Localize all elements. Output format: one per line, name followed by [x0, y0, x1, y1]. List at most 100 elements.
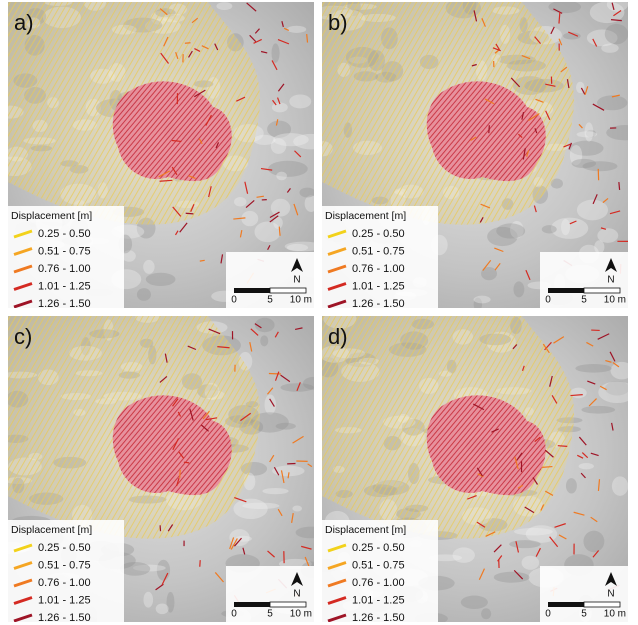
legend-label: 0.51 - 0.75: [38, 245, 91, 257]
terrain: [296, 527, 326, 539]
vector: [542, 467, 552, 468]
legend-label: 1.26 - 1.50: [352, 612, 405, 624]
panel-label: c): [14, 324, 32, 349]
terrain: [496, 223, 525, 238]
terrain: [260, 335, 268, 346]
legend-label: 0.25 - 0.50: [38, 542, 91, 554]
terrain: [605, 24, 629, 44]
terrain: [137, 288, 151, 301]
vector: [269, 373, 281, 374]
scale-bar-black: [234, 288, 270, 293]
terrain: [120, 562, 150, 576]
terrain: [572, 159, 596, 168]
terrain: [287, 26, 306, 33]
terrain: [268, 161, 308, 177]
north-label: N: [607, 275, 614, 286]
terrain: [561, 219, 570, 235]
legend-label: 0.76 - 1.00: [352, 577, 405, 589]
terrain: [513, 281, 524, 297]
terrain: [548, 1, 581, 14]
legend-label: 1.01 - 1.25: [38, 594, 91, 606]
scale-label: 5: [581, 295, 587, 306]
scale-bar-white: [270, 288, 306, 293]
scale-label: 10 m: [290, 295, 312, 306]
terrain: [305, 195, 318, 212]
vector: [184, 462, 189, 463]
terrain: [583, 531, 604, 553]
scale-bar-white: [584, 602, 620, 607]
terrain: [611, 362, 634, 380]
terrain: [577, 131, 597, 137]
north-label: N: [293, 589, 300, 600]
terrain: [285, 242, 323, 252]
legend-label: 1.26 - 1.50: [38, 612, 91, 624]
vector: [186, 213, 194, 214]
legend-label: 1.01 - 1.25: [352, 280, 405, 292]
legend-label: 1.26 - 1.50: [352, 298, 405, 310]
vector: [200, 260, 205, 261]
terrain: [575, 364, 611, 373]
terrain: [509, 540, 541, 548]
north-label: N: [293, 275, 300, 286]
terrain: [233, 499, 267, 519]
legend-label: 1.01 - 1.25: [38, 280, 91, 292]
scale-label: 10 m: [604, 609, 626, 620]
terrain: [146, 273, 176, 286]
map-panel: b)Displacement [m]0.25 - 0.500.51 - 0.75…: [313, 0, 638, 311]
scale-label: 0: [545, 609, 551, 620]
legend-label: 0.76 - 1.00: [38, 263, 91, 275]
terrain: [597, 95, 627, 110]
legend-label: 0.51 - 0.75: [38, 559, 91, 571]
terrain: [273, 133, 309, 146]
terrain: [579, 463, 594, 469]
legend-title: Displacement [m]: [11, 524, 92, 536]
scale-bar-black: [548, 288, 584, 293]
terrain: [514, 528, 553, 535]
scale-label: 5: [267, 295, 273, 306]
terrain: [542, 225, 557, 233]
legend-label: 0.76 - 1.00: [352, 263, 405, 275]
legend-label: 0.76 - 1.00: [38, 577, 91, 589]
vector: [558, 446, 568, 447]
scale-label: 0: [231, 295, 237, 306]
terrain: [229, 529, 249, 546]
panel-label: d): [328, 324, 348, 349]
terrain: [254, 222, 280, 243]
terrain: [522, 556, 540, 570]
legend-label: 0.51 - 0.75: [352, 559, 405, 571]
legend-label: 1.01 - 1.25: [352, 594, 405, 606]
map-panel: c) Displacement [m] 0.25 - 0.50 0.51 - 0.75…: [0, 312, 326, 625]
vector: [489, 125, 490, 133]
panel-label: b): [328, 10, 348, 35]
terrain: [581, 406, 615, 414]
vector: [307, 34, 308, 42]
terrain: [474, 296, 491, 304]
terrain: [271, 43, 279, 62]
terrain: [276, 172, 287, 181]
terrain: [598, 381, 636, 403]
terrain: [276, 423, 296, 430]
vector: [279, 227, 280, 236]
terrain: [234, 197, 246, 207]
terrain: [601, 44, 618, 53]
terrain: [299, 188, 315, 198]
terrain: [216, 2, 232, 10]
north-label: N: [607, 589, 614, 600]
terrain: [143, 260, 154, 274]
legend-label: 0.25 - 0.50: [352, 542, 405, 554]
legend-title: Displacement [m]: [325, 210, 406, 222]
scale-label: 10 m: [290, 609, 312, 620]
legend-title: Displacement [m]: [325, 524, 406, 536]
figure: a) Displacement [m] 0.25 - 0.50 0.51 - 0.75…: [0, 0, 638, 625]
terrain: [570, 388, 586, 399]
legend-label: 0.25 - 0.50: [352, 228, 405, 240]
panel-label: a): [14, 10, 34, 35]
scale-bar-white: [270, 602, 306, 607]
terrain: [262, 488, 288, 494]
scale-label: 0: [545, 295, 551, 306]
terrain: [271, 199, 290, 217]
terrain: [265, 395, 276, 415]
legend-label: 0.25 - 0.50: [38, 228, 91, 240]
scale-bar-black: [234, 602, 270, 607]
scale-bar-white: [584, 288, 620, 293]
